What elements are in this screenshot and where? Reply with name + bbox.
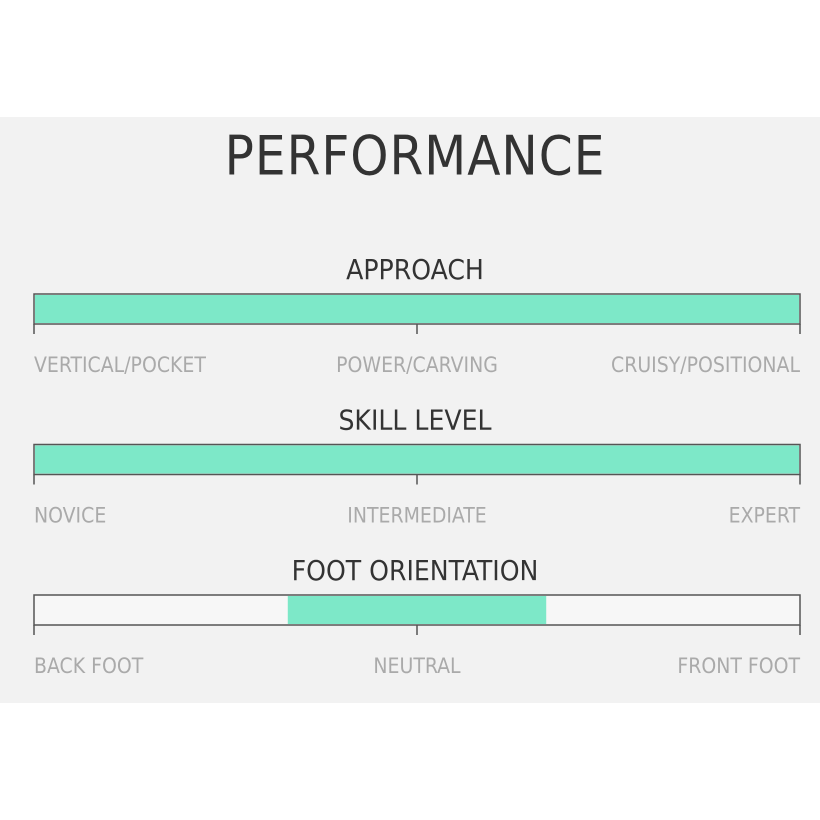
scale-label: NOVICE	[34, 504, 106, 528]
scale-title: FOOT ORIENTATION	[292, 554, 539, 587]
scale-label: CRUISY/POSITIONAL	[611, 353, 800, 377]
scale-label: POWER/CARVING	[336, 353, 498, 377]
scale-label: INTERMEDIATE	[347, 504, 486, 528]
scale-title: APPROACH	[346, 253, 484, 286]
scale-label: FRONT FOOT	[677, 654, 800, 678]
range-bar	[287, 596, 547, 624]
scale-label: BACK FOOT	[34, 654, 144, 678]
range-bar	[35, 445, 799, 474]
page-title: PERFORMANCE	[225, 125, 606, 188]
range-bar	[35, 295, 799, 323]
scale-title: SKILL LEVEL	[338, 404, 491, 437]
scale-label: VERTICAL/POCKET	[34, 353, 206, 377]
scale-label: NEUTRAL	[373, 654, 461, 678]
scale-label: EXPERT	[729, 504, 801, 528]
